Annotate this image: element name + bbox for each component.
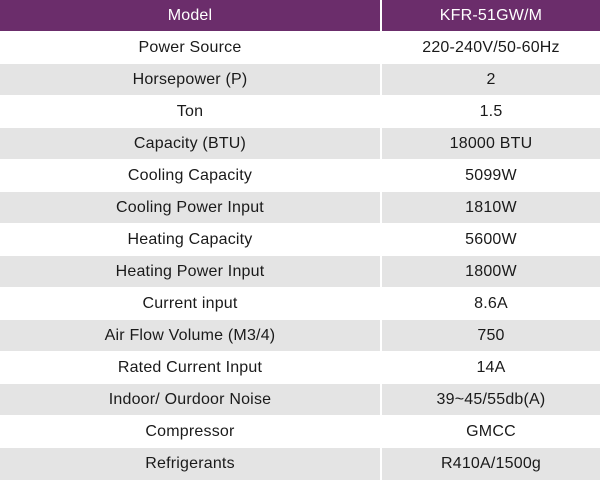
row-label: Heating Power Input xyxy=(0,256,382,287)
row-label: Heating Capacity xyxy=(0,224,382,255)
header-model-label: Model xyxy=(0,0,382,31)
row-value: 5099W xyxy=(465,166,517,184)
table-row: Air Flow Volume (M3/4) 750 xyxy=(0,320,600,352)
table-row: Heating Capacity 5600W xyxy=(0,224,600,256)
table-row: Refrigerants R410A/1500g xyxy=(0,448,600,480)
row-value: 14A xyxy=(476,358,506,376)
table-row: Compressor GMCC xyxy=(0,416,600,448)
row-label: Rated Current Input xyxy=(0,352,382,383)
row-value: GMCC xyxy=(466,422,516,440)
row-value: 18000 BTU xyxy=(449,134,533,152)
row-label: Cooling Power Input xyxy=(0,192,382,223)
row-value: 8.6A xyxy=(474,294,508,312)
row-label: Ton xyxy=(0,96,382,127)
row-label: Refrigerants xyxy=(0,448,382,480)
row-label: Cooling Capacity xyxy=(0,160,382,191)
row-value: 750 xyxy=(477,326,505,344)
row-label: Current input xyxy=(0,288,382,319)
table-row: Indoor/ Ourdoor Noise 39~45/55db(A) xyxy=(0,384,600,416)
table-row: Rated Current Input 14A xyxy=(0,352,600,384)
row-value: 1.5 xyxy=(479,102,503,120)
table-row: Power Source 220-240V/50-60Hz xyxy=(0,32,600,64)
row-label: Horsepower (P) xyxy=(0,64,382,95)
table-row: Heating Power Input 1800W xyxy=(0,256,600,288)
table-header-row: Model KFR-51GW/M xyxy=(0,0,600,32)
table-row: Cooling Capacity 5099W xyxy=(0,160,600,192)
row-label: Indoor/ Ourdoor Noise xyxy=(0,384,382,415)
table-row: Current input 8.6A xyxy=(0,288,600,320)
row-value: 39~45/55db(A) xyxy=(436,390,546,408)
row-value: 1810W xyxy=(465,198,517,216)
row-value: 220-240V/50-60Hz xyxy=(422,38,560,56)
table-row: Cooling Power Input 1810W xyxy=(0,192,600,224)
table-row: Ton 1.5 xyxy=(0,96,600,128)
row-value: R410A/1500g xyxy=(440,455,542,472)
row-value: 5600W xyxy=(465,230,517,248)
header-model-value: KFR-51GW/M xyxy=(439,6,543,24)
table-row: Horsepower (P) 2 xyxy=(0,64,600,96)
row-value: 2 xyxy=(486,70,496,88)
row-label: Air Flow Volume (M3/4) xyxy=(0,320,382,351)
row-label: Compressor xyxy=(0,416,382,447)
row-value: 1800W xyxy=(465,262,517,280)
table-row: Capacity (BTU) 18000 BTU xyxy=(0,128,600,160)
row-label: Capacity (BTU) xyxy=(0,128,382,159)
row-label: Power Source xyxy=(0,32,382,63)
